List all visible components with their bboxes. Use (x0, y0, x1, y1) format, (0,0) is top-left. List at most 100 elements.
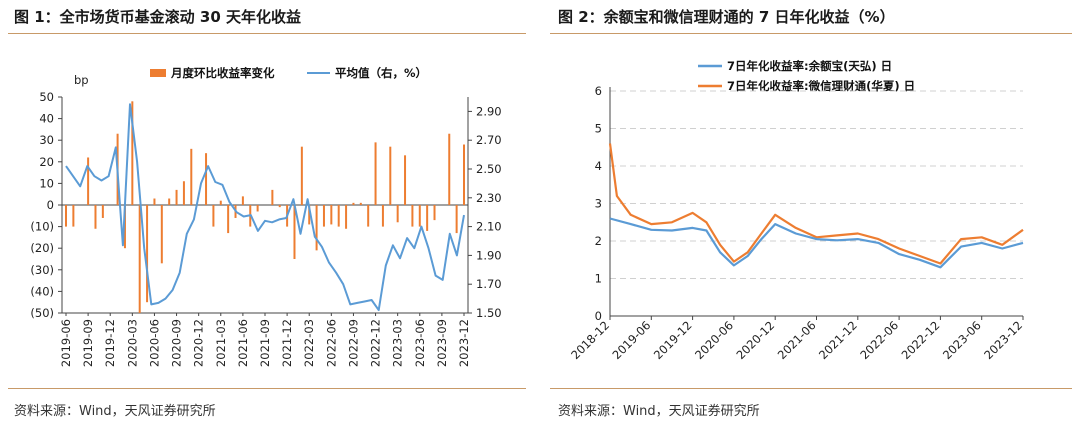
bar (315, 205, 318, 251)
x-tick-label: 2022-12 (369, 319, 383, 367)
bar (322, 205, 325, 227)
bar (374, 142, 377, 205)
bar (330, 205, 333, 225)
bar (175, 189, 178, 205)
x-tick-label: 2021-09 (258, 319, 272, 367)
bar (65, 205, 67, 227)
bar (404, 155, 407, 205)
y-tick-label: 4 (595, 159, 602, 173)
x-tick-label: 2020-06 (147, 319, 161, 367)
bar (455, 205, 458, 234)
figure-2-top-rule (550, 33, 1072, 34)
x-tick-label: 2023-09 (435, 319, 449, 367)
bar (418, 205, 421, 227)
y-tick-label: 0 (47, 198, 54, 212)
y-tick-label: (20) (30, 241, 54, 255)
bar (123, 205, 126, 249)
x-tick-label: 2020-06 (692, 318, 736, 362)
average-line (65, 103, 465, 312)
bar (146, 205, 149, 303)
x-tick-label: 2020-03 (125, 319, 139, 367)
bar (138, 205, 141, 313)
y2-tick-label: 2.70 (476, 133, 502, 147)
bar (389, 146, 392, 205)
y-tick-label: 6 (595, 84, 602, 98)
bar (101, 205, 104, 218)
figure-1-top-rule (8, 33, 526, 34)
y-tick-label: 10 (39, 176, 54, 190)
y-tick-label: 1 (595, 272, 602, 286)
bar (227, 205, 230, 234)
figure-1-title: 图 1：全市场货币基金滚动 30 天年化收益 (14, 8, 301, 26)
y2-tick-label: 2.10 (476, 220, 502, 234)
x-tick-label: 2019-06 (610, 318, 654, 362)
bar (271, 189, 274, 205)
legend-bar-swatch (150, 69, 166, 77)
y-tick-label: 20 (39, 155, 54, 169)
bar (219, 200, 222, 205)
figure-1-chart: 月度环比收益率变化 平均值（右，%） bp 50 40 30 20 10 0 (10) (20) (3… (30, 66, 502, 367)
legend-bar-label: 月度环比收益率变化 (170, 66, 275, 80)
next-figure-title-cut (300, 420, 760, 432)
y-tick-label: (40) (30, 284, 54, 298)
y-tick-label: 5 (595, 122, 602, 136)
x-tick-label: 2021-12 (816, 318, 860, 362)
x-tick-label: 2022-12 (899, 318, 943, 362)
bar (205, 153, 208, 205)
bar (278, 205, 281, 208)
x-tick-label: 2021-06 (775, 318, 819, 362)
bar (448, 133, 451, 205)
bar (308, 205, 311, 225)
y2-tick-label: 2.30 (476, 191, 502, 205)
bar (190, 148, 193, 205)
bar (337, 205, 340, 227)
bar (182, 181, 185, 205)
y2-tick-label: 1.90 (476, 248, 502, 262)
figure-2-bottom-rule (550, 388, 1072, 389)
y-tick-label: 40 (39, 112, 54, 126)
yuebao-line (609, 217, 1024, 269)
bar (131, 101, 134, 205)
y-tick-label: 3 (595, 197, 602, 211)
bar (241, 196, 244, 205)
y-tick-label: (50) (30, 306, 54, 320)
bar (359, 202, 362, 205)
x-tick-label: 2021-06 (236, 319, 250, 367)
bar (426, 205, 429, 231)
figure-1-bottom-rule (8, 388, 526, 389)
x-tick-label: 2021-03 (214, 319, 228, 367)
x-tick-label: 2019-06 (59, 319, 73, 367)
x-tick-label: 2022-09 (346, 319, 360, 367)
figure-2-chart: 7日年化收益率:余额宝(天弘) 日 7日年化收益率:微信理财通(华夏) 日 0 1 2 3… (568, 59, 1025, 362)
x-tick-label: 2023-06 (940, 318, 984, 362)
x-tick-label: 2023-12 (457, 319, 471, 367)
y-tick-label: (10) (30, 220, 54, 234)
x-tick-label: 2021-12 (280, 319, 294, 367)
licaitong-line (608, 143, 1024, 265)
y2-tick-label: 2.90 (476, 104, 502, 118)
figure-2-panel: 图 2：余额宝和微信理财通的 7 日年化收益（%） 7日年化收益率:余额宝(天弘… (548, 0, 1080, 429)
bar (153, 198, 156, 205)
bar (381, 205, 384, 227)
bar (72, 205, 75, 227)
y-tick-label: 0 (595, 309, 602, 323)
bar (411, 205, 414, 227)
x-tick-label: 2019-12 (651, 318, 695, 362)
y-tick-label: (30) (30, 263, 54, 277)
bar (345, 205, 348, 229)
x-tick-label: 2023-06 (413, 319, 427, 367)
legend-series-2-label: 7日年化收益率:微信理财通(华夏) 日 (727, 79, 915, 93)
x-tick-label: 2019-12 (103, 319, 117, 367)
bar (87, 157, 90, 205)
bar (94, 205, 97, 229)
x-tick-label: 2020-12 (192, 319, 206, 367)
y-tick-label: 2 (595, 234, 602, 248)
y-axis-unit-label: bp (74, 73, 89, 87)
bar (293, 205, 296, 259)
bar (168, 198, 171, 205)
legend-line-label: 平均值（右，%） (335, 66, 427, 80)
x-tick-label: 2023-03 (391, 319, 405, 367)
figure-2-title: 图 2：余额宝和微信理财通的 7 日年化收益（%） (558, 8, 895, 26)
x-tick-label: 2019-09 (81, 319, 95, 367)
x-tick-label: 2022-06 (324, 319, 338, 367)
